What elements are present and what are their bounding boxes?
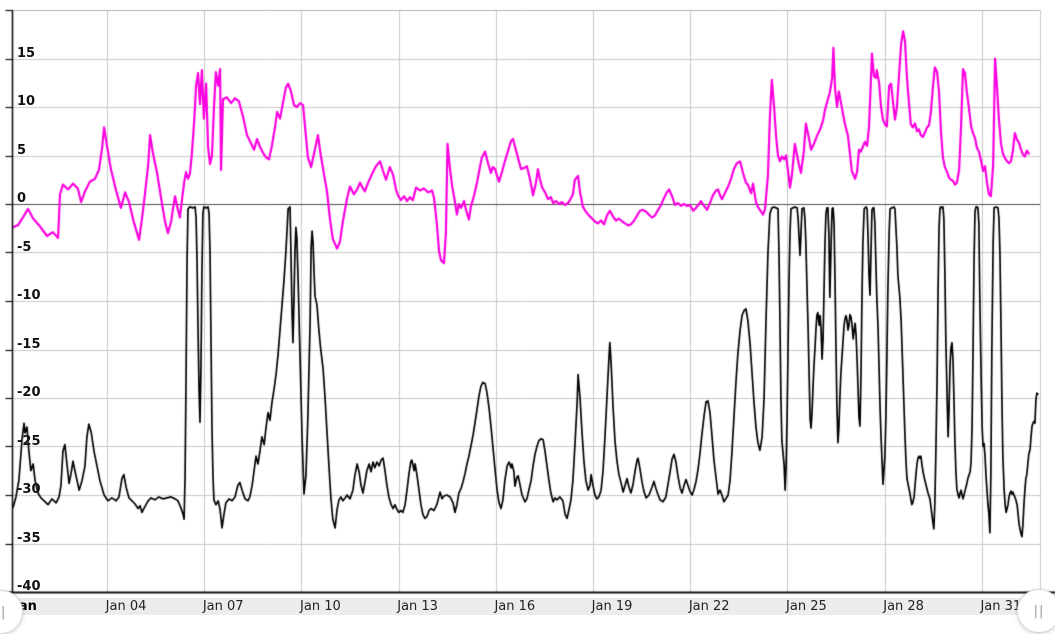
x-tick-label: Jan 07 <box>202 599 244 614</box>
y-tick-label: -10 <box>17 288 41 303</box>
x-tick-label: Jan 04 <box>105 599 147 614</box>
x-tick-label: Jan 13 <box>397 599 438 614</box>
x-tick-label: Jan 28 <box>883 599 924 614</box>
x-tick-label: Jan 25 <box>786 599 827 614</box>
y-tick-label: -35 <box>17 530 41 546</box>
y-tick-label: 15 <box>17 45 36 61</box>
x-tick-label: Jan 16 <box>494 599 536 614</box>
y-tick-label: -40 <box>17 579 41 594</box>
grip-icon: || <box>1033 603 1045 619</box>
x-tick-label: Jan 10 <box>300 599 341 614</box>
y-tick-label: -20 <box>17 385 41 400</box>
y-tick-label: -15 <box>17 336 41 352</box>
grip-icon: || <box>0 604 7 620</box>
y-tick-label: -5 <box>17 239 32 255</box>
range-slider-right-handle[interactable]: || <box>1017 589 1055 633</box>
y-tick-label: 0 <box>17 191 27 206</box>
y-tick-label: -30 <box>17 482 41 497</box>
x-tick-label: Jan 19 <box>591 599 633 614</box>
x-axis-label-strip[interactable] <box>0 598 1055 615</box>
y-tick-label: -25 <box>17 433 41 449</box>
y-tick-label: 10 <box>17 94 36 109</box>
y-tick-label: 5 <box>17 142 27 158</box>
x-tick-label: Jan 31 <box>980 599 1022 614</box>
x-tick-label: Jan 22 <box>688 599 730 614</box>
